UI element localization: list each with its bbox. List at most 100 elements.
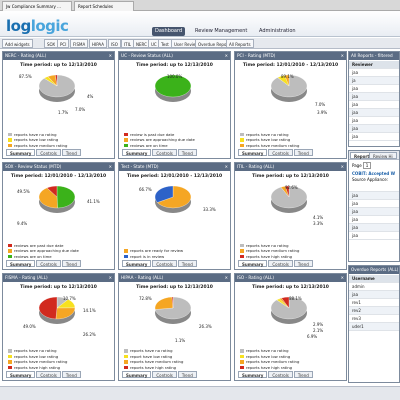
page-input[interactable]: 1 (362, 162, 371, 169)
tab-fisma[interactable]: FISMA (70, 39, 89, 48)
widget-tab-trend[interactable]: Trend (61, 371, 81, 378)
column-header[interactable]: Reviewer (349, 61, 399, 69)
widget-tab-summary[interactable]: Summary (238, 149, 268, 156)
close-icon[interactable]: ✕ (340, 164, 344, 169)
table-row[interactable] (349, 184, 399, 192)
tab-iso[interactable]: ISO (108, 39, 121, 48)
widget-tab-trend[interactable]: Trend (293, 149, 313, 156)
legend-swatch (8, 360, 12, 364)
legend-swatch (8, 132, 12, 136)
close-icon[interactable]: ✕ (340, 275, 344, 280)
table-row[interactable]: jaa (349, 93, 399, 101)
widget-tab-summary[interactable]: Summary (122, 371, 152, 378)
pie-percent-label: 14.1% (83, 308, 96, 313)
widget-tabs: Summary Controls Trend (122, 371, 198, 379)
widget-tab-controls[interactable]: Controls (152, 260, 177, 267)
browser-tab-compliance[interactable]: Jw Compliance Summary ... (2, 1, 72, 11)
widget-title: NERC - Rating (ALL) ✕ (3, 52, 114, 60)
widget-tab-summary[interactable]: Summary (122, 260, 152, 267)
pie-slice (285, 185, 290, 198)
widget-title: UC - Review Status (ALL) ✕ (119, 52, 230, 60)
table-row[interactable]: jaa (349, 117, 399, 125)
tab-test[interactable]: Test (158, 39, 172, 48)
widget-tab-summary[interactable]: Summary (6, 371, 36, 378)
widget-tab-controls[interactable]: Controls (36, 371, 61, 378)
legend-label: reports have medium rating (246, 142, 300, 148)
tab-hipaa[interactable]: HIPAA (89, 39, 107, 48)
widget-tab-summary[interactable]: Summary (6, 260, 36, 267)
tab-pci[interactable]: PCI (57, 39, 70, 48)
widget-tab-summary[interactable]: Summary (238, 371, 268, 378)
all-reports-title: All Reports - filtered (349, 52, 399, 60)
table-row[interactable]: jaa (349, 291, 399, 299)
table-row[interactable]: jaa (349, 109, 399, 117)
close-icon[interactable]: ✕ (224, 275, 228, 280)
browser-tab-report-schedules[interactable]: Report Schedules (74, 1, 134, 11)
widget-tab-trend[interactable]: Trend (61, 149, 81, 156)
widget-tab-controls[interactable]: Controls (152, 371, 177, 378)
nav-review-management[interactable]: Review Management (195, 28, 248, 34)
table-row[interactable]: rev1 (349, 299, 399, 307)
pie-slice (55, 307, 76, 320)
nav-administration[interactable]: Administration (259, 28, 296, 34)
pie-percent-label: 4% (87, 94, 94, 99)
nav-dashboard[interactable]: Dashboard (152, 27, 186, 36)
pie-percent-label: 100.0% (167, 74, 183, 79)
table-row[interactable]: jaa (349, 101, 399, 109)
widget-tab-controls[interactable]: Controls (36, 149, 61, 156)
close-icon[interactable]: ✕ (108, 164, 112, 169)
pie-chart (269, 74, 311, 110)
close-icon[interactable]: ✕ (224, 53, 228, 58)
table-row[interactable]: jaa (349, 85, 399, 93)
pie-percent-label: 9.4% (17, 221, 28, 226)
widget-tab-trend[interactable]: Trend (61, 260, 81, 267)
table-row[interactable]: uder1 (349, 323, 399, 331)
table-row[interactable]: jaa (349, 125, 399, 133)
widget-tab-controls[interactable]: Controls (268, 371, 293, 378)
close-icon[interactable]: ✕ (340, 53, 344, 58)
table-row[interactable]: jaa (349, 133, 399, 141)
table-row[interactable]: jaa (349, 200, 399, 208)
legend-item: reviews are approaching due date (124, 137, 195, 143)
legend-label: reviews are approaching due date (14, 248, 79, 253)
tab-all-reports[interactable]: All Reports (226, 39, 254, 48)
table-row[interactable]: admin (349, 283, 399, 291)
table-row[interactable]: jaa (349, 216, 399, 224)
close-icon[interactable]: ✕ (224, 164, 228, 169)
widget-tab-trend[interactable]: Trend (177, 149, 197, 156)
table-row[interactable]: rev2 (349, 307, 399, 315)
column-header[interactable]: Username (349, 275, 399, 283)
widget-tab-trend[interactable]: Trend (177, 371, 197, 378)
add-widgets-button[interactable]: Add widgets (2, 39, 33, 48)
table-row[interactable]: rev3 (349, 315, 399, 323)
widget-tab-controls[interactable]: Controls (36, 260, 61, 267)
table-row[interactable]: jaa (349, 232, 399, 240)
table-row[interactable]: jaa (349, 192, 399, 200)
legend-item: reports have no rating (8, 348, 67, 354)
table-row[interactable]: jaa (349, 224, 399, 232)
widget-tab-summary[interactable]: Summary (122, 149, 152, 156)
overdue-reports-panel: Overdue Reports (ALL) Username admin jaa re… (348, 265, 400, 383)
widget-tab-summary[interactable]: Summary (6, 149, 36, 156)
widget-tab-controls[interactable]: Controls (268, 149, 293, 156)
chart-legend: reports have no rating reports have low r… (240, 132, 299, 149)
widget-tab-trend[interactable]: Trend (177, 260, 197, 267)
widget-tab-trend[interactable]: Trend (293, 371, 313, 378)
table-row[interactable]: ja (349, 77, 399, 85)
legend-item: reports have medium rating (240, 143, 299, 149)
legend-swatch (240, 254, 244, 258)
table-row[interactable]: jaa (349, 69, 399, 77)
review-history-tab[interactable]: Review Hi (369, 152, 397, 159)
widget-tab-trend[interactable]: Trend (293, 260, 313, 267)
close-icon[interactable]: ✕ (108, 53, 112, 58)
widget-tab-controls[interactable]: Controls (152, 149, 177, 156)
close-icon[interactable]: ✕ (108, 275, 112, 280)
table-row[interactable]: jaa (349, 208, 399, 216)
widget-tabs: Summary Controls Trend (6, 260, 82, 268)
widget-tab-controls[interactable]: Controls (268, 260, 293, 267)
widget-tab-summary[interactable]: Summary (238, 260, 268, 267)
legend-swatch (124, 360, 128, 364)
chart-legend: reports have no rating report have low ra… (124, 348, 183, 370)
widget-title: HIPAA - Rating (ALL) ✕ (119, 274, 230, 282)
legend-swatch (8, 365, 12, 369)
